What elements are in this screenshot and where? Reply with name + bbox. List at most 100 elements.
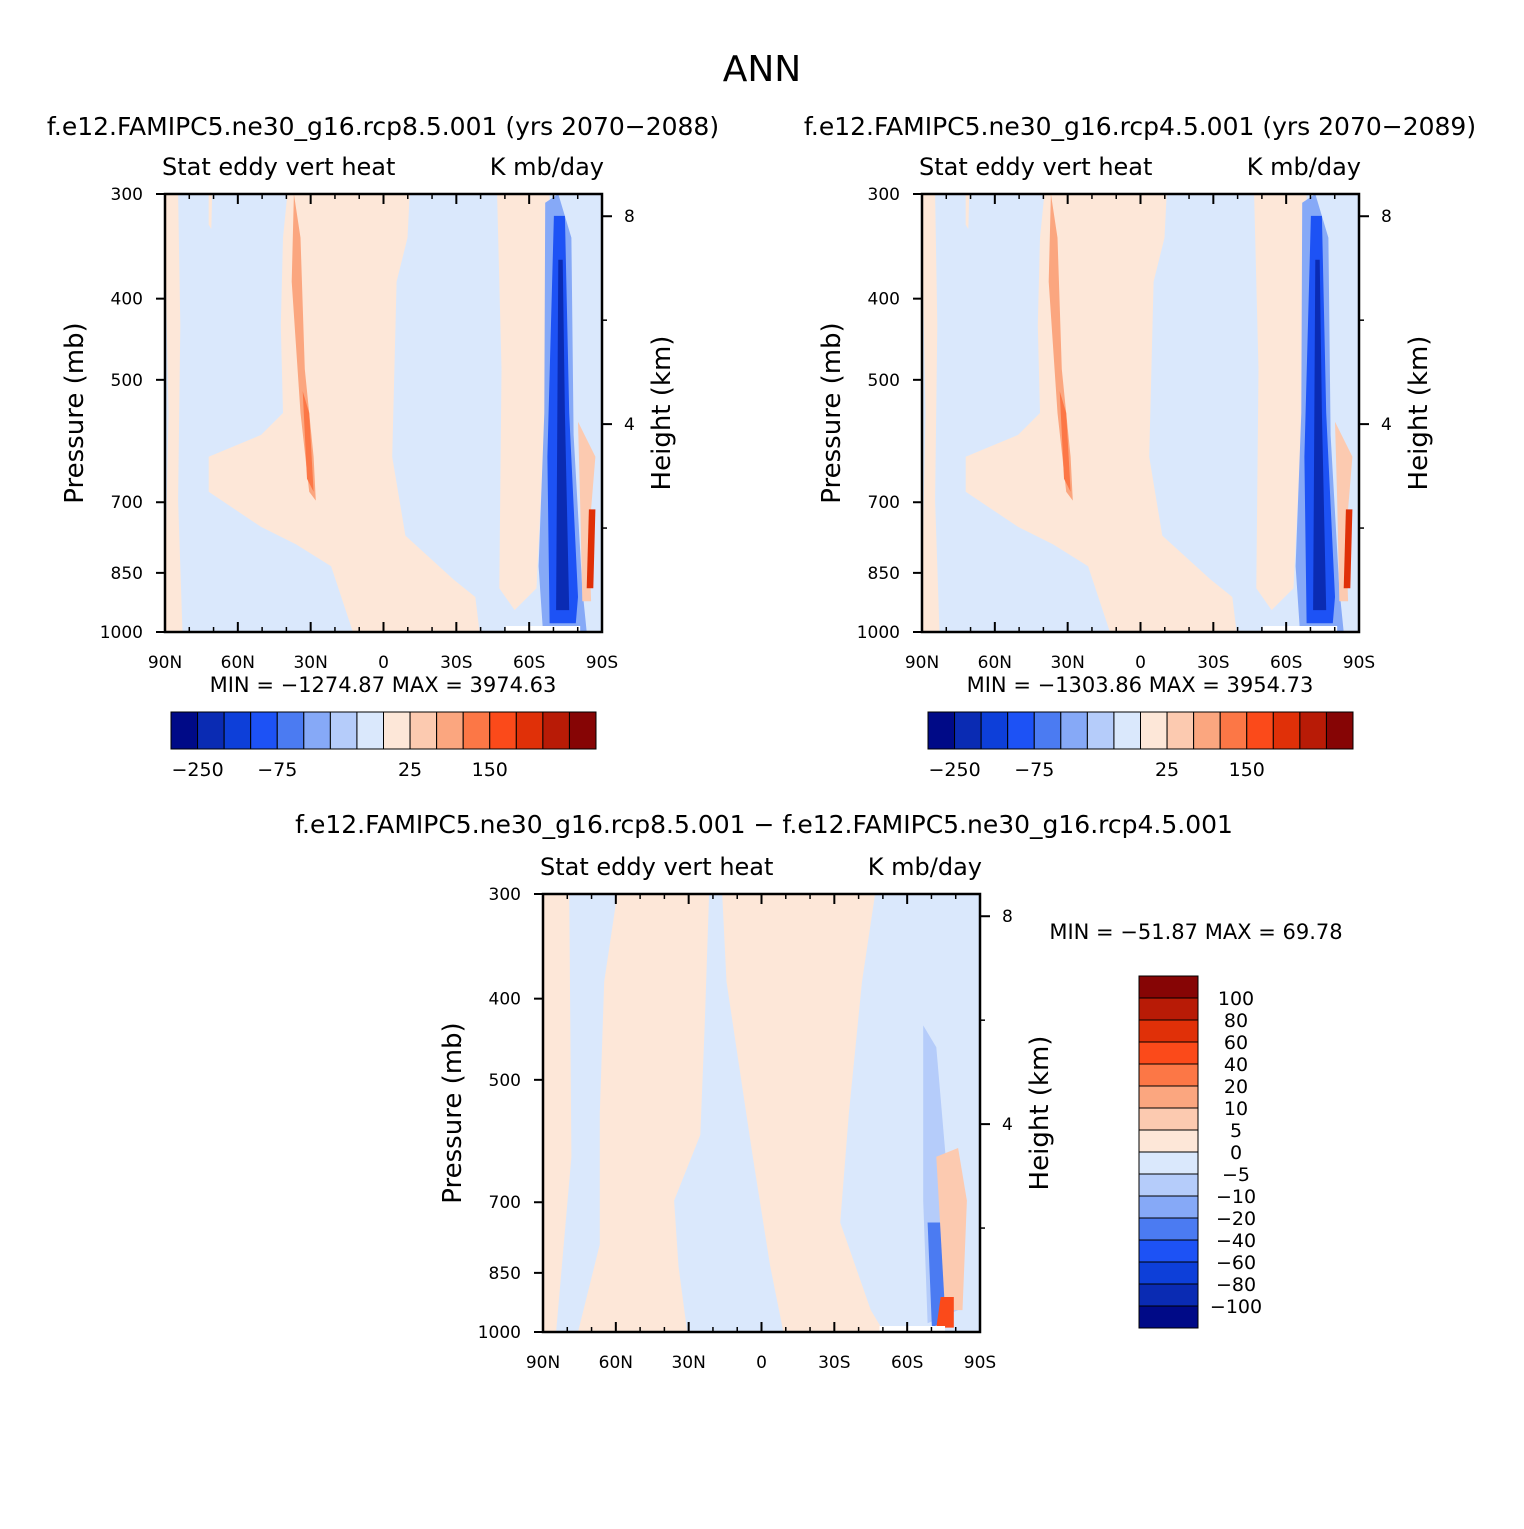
- y-tick-label: 1000: [100, 623, 143, 643]
- y-tick-label: 850: [868, 564, 900, 584]
- heatmap-field: [543, 894, 980, 1332]
- colorbar-swatch: [1246, 711, 1274, 750]
- colorbar-swatch: [250, 711, 278, 750]
- colorbar-swatch: [1299, 711, 1327, 750]
- colorbar-label: 100: [1218, 988, 1254, 1010]
- contour-positive-polar: [936, 1148, 967, 1311]
- colorbar-label: −75: [257, 759, 297, 781]
- colorbar-swatch: [1033, 711, 1062, 750]
- variable-label: Stat eddy vert heat: [919, 153, 1152, 181]
- colorbar-swatch: [1272, 711, 1301, 750]
- colorbar-label: −60: [1216, 1252, 1256, 1274]
- panel-title: f.e12.FAMIPC5.ne30_g16.rcp4.5.001 (yrs 2…: [804, 112, 1476, 141]
- missing-data-strip: [505, 626, 581, 632]
- colorbar-swatch: [436, 711, 464, 750]
- colorbar-swatch: [1138, 1217, 1199, 1241]
- colorbar-label: −250: [171, 759, 223, 781]
- contour-positive-jet-core: [302, 391, 314, 492]
- y2-axis-label: Height (km): [1025, 1036, 1055, 1191]
- colorbar-label: 20: [1224, 1076, 1248, 1098]
- y-tick-label: 700: [489, 1193, 521, 1213]
- colorbar-swatch: [1086, 711, 1115, 750]
- colorbar-swatch: [1138, 1305, 1199, 1329]
- x-tick-label: 60S: [891, 1353, 923, 1373]
- variable-label: Stat eddy vert heat: [540, 853, 773, 881]
- y-axis-label: Pressure (mb): [60, 322, 90, 503]
- colorbar-swatch: [1138, 1041, 1199, 1065]
- colorbar-swatch: [276, 711, 305, 750]
- colorbar-swatch: [954, 711, 982, 750]
- contour-positive-south: [497, 194, 550, 611]
- colorbar-swatch: [1138, 997, 1199, 1021]
- colorbar-label: 40: [1224, 1054, 1248, 1076]
- x-tick-label: 30S: [1197, 653, 1229, 673]
- contour-positive-polar-core: [936, 1297, 954, 1328]
- y2-tick-label: 8: [1002, 907, 1013, 927]
- contour-negative-polar-core: [556, 259, 570, 611]
- colorbar-swatch: [356, 711, 384, 750]
- y-tick-label: 400: [489, 990, 521, 1010]
- x-tick-label: 30N: [1050, 653, 1084, 673]
- colorbar-swatch: [170, 711, 199, 750]
- y-tick-label: 500: [868, 371, 900, 391]
- contour-positive-midlat: [208, 194, 480, 632]
- colorbar-swatch: [329, 711, 358, 750]
- y-tick-label: 850: [489, 1264, 521, 1284]
- y2-tick-label: 4: [1002, 1115, 1013, 1135]
- contour-negative-polar-core: [1313, 259, 1327, 611]
- missing-data-strip: [879, 1326, 946, 1332]
- x-tick-label: 90N: [526, 1353, 560, 1373]
- x-tick-label: 0: [1135, 653, 1146, 673]
- contour-positive-fleck: [208, 194, 213, 229]
- colorbar-swatch: [1138, 1173, 1199, 1197]
- y-tick-label: 700: [111, 493, 143, 513]
- colorbar-swatch: [489, 711, 517, 750]
- y-tick-label: 700: [868, 493, 900, 513]
- x-tick-label: 0: [378, 653, 389, 673]
- contour-positive-polar: [1335, 421, 1353, 602]
- colorbar-swatch: [1193, 711, 1221, 750]
- colorbar-swatch: [1138, 1195, 1199, 1219]
- y-axis-label: Pressure (mb): [438, 1022, 468, 1203]
- panel-3: f.e12.FAMIPC5.ne30_g16.rcp8.5.001 − f.e1…: [295, 810, 1343, 1373]
- colorbar-label: −5: [1222, 1164, 1250, 1186]
- x-tick-label: 60N: [978, 653, 1012, 673]
- colorbar-swatch: [303, 711, 331, 750]
- variable-label: Stat eddy vert heat: [162, 153, 395, 181]
- contour-positive-nh: [578, 894, 710, 1332]
- units-label: K mb/day: [868, 853, 982, 881]
- colorbar-swatch: [383, 711, 411, 750]
- contour-positive-edge: [922, 194, 940, 632]
- x-tick-label: 60N: [221, 653, 255, 673]
- contour-positive-jet-core: [1059, 391, 1071, 492]
- colorbar-swatch: [542, 711, 570, 750]
- colorbar-swatch: [1007, 711, 1035, 750]
- x-tick-label: 60S: [1270, 653, 1302, 673]
- colorbar-label: 10: [1224, 1098, 1248, 1120]
- min-max-label: MIN = −1303.86 MAX = 3954.73: [967, 673, 1314, 697]
- colorbar-label: 25: [1155, 759, 1179, 781]
- colorbar-label: 25: [398, 759, 422, 781]
- colorbar-label: −40: [1216, 1230, 1256, 1252]
- colorbar-swatch: [197, 711, 225, 750]
- colorbar-swatch: [1138, 1019, 1199, 1043]
- panel-title: f.e12.FAMIPC5.ne30_g16.rcp8.5.001 (yrs 2…: [47, 112, 719, 141]
- contour-positive-polar: [578, 421, 596, 602]
- colorbar-swatch: [1138, 1239, 1199, 1263]
- colorbar-label: 80: [1224, 1010, 1248, 1032]
- y-tick-label: 850: [111, 564, 143, 584]
- contour-positive-sh: [722, 894, 884, 1332]
- colorbar-label: −10: [1216, 1186, 1256, 1208]
- colorbar-swatch: [1138, 975, 1199, 999]
- colorbar-swatch: [1325, 711, 1354, 750]
- y2-tick-label: 4: [1381, 415, 1392, 435]
- colorbar-swatch: [1060, 711, 1088, 750]
- colorbar-swatch: [1138, 1085, 1199, 1109]
- contour-positive-polar-core: [586, 509, 596, 589]
- contour-positive-midlat: [965, 194, 1237, 632]
- y2-axis-label: Height (km): [647, 336, 677, 491]
- colorbar-swatch: [515, 711, 544, 750]
- y-tick-label: 1000: [478, 1323, 521, 1343]
- colorbar-swatch: [1138, 1129, 1199, 1153]
- contour-positive-south: [1254, 194, 1307, 611]
